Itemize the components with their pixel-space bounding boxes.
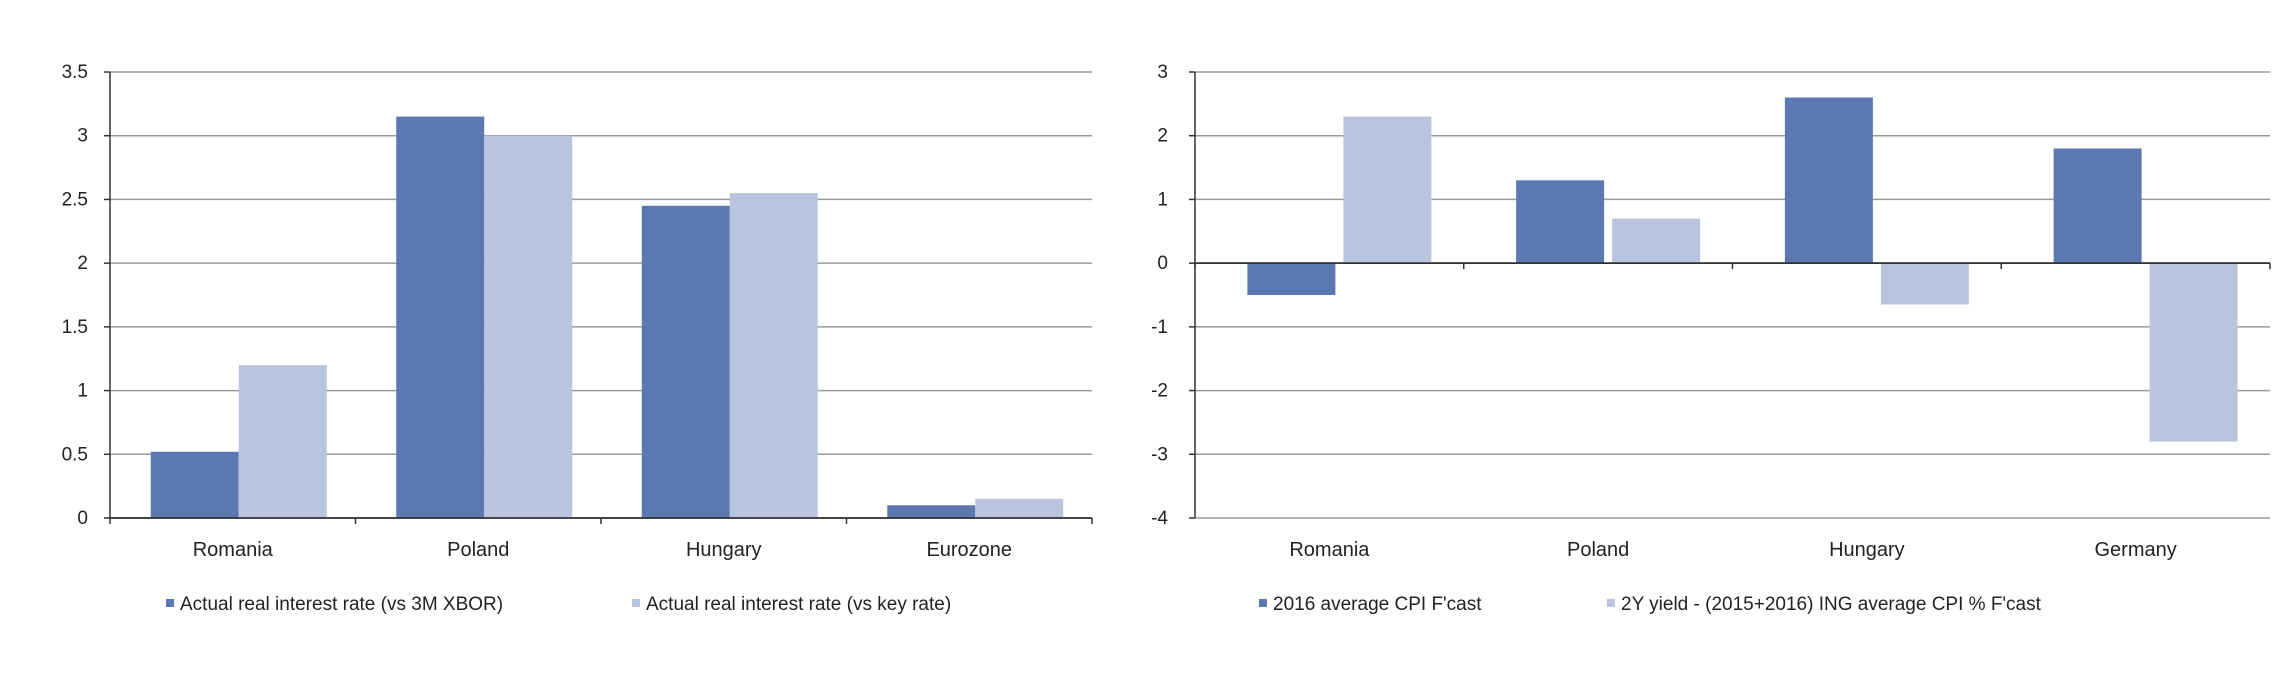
chart-2: -4 -3 -2 -1 0 1 2 3 Romania Poland Hungary Germany 2… [1151, 62, 2271, 615]
bar-hungary-series-1 [1784, 97, 1873, 264]
bar-romania-series-1 [1247, 263, 1336, 295]
category-label: Poland [447, 539, 509, 561]
y-tick-label: 3.5 [62, 62, 88, 83]
bar-eurozone-series-2 [975, 498, 1064, 518]
legend-label: Actual real interest rate (vs 3M XBOR) [180, 594, 503, 615]
bar-romania-series-2 [1343, 116, 1432, 264]
y-tick-label: 3 [77, 126, 88, 147]
legend-label: Actual real interest rate (vs key rate) [646, 594, 951, 615]
y-tick-label: -3 [1151, 444, 1168, 465]
bar-poland-series-1 [1516, 180, 1605, 264]
y-tick-label: 2 [77, 253, 88, 274]
chart-1: 0 0.5 1 1.5 2 2.5 3 3.5 Romania Poland Hungary Euro… [62, 62, 1093, 615]
y-tick-label: 0 [1157, 253, 1168, 274]
bar-hungary-series-1 [641, 205, 730, 519]
bar-poland-series-1 [396, 116, 485, 518]
bar-germany-series-1 [2053, 148, 2142, 264]
y-tick-label: 0.5 [62, 444, 88, 465]
legend-marker [166, 599, 174, 607]
bar-poland-series-2 [484, 135, 573, 518]
bar-hungary-series-2 [729, 193, 818, 519]
bar-eurozone-series-1 [887, 505, 976, 518]
legend-marker [632, 599, 640, 607]
y-tick-label: 1 [1157, 189, 1168, 210]
category-label: Hungary [1829, 539, 1905, 561]
category-label: Eurozone [926, 539, 1012, 561]
bar-germany-series-2 [2149, 263, 2238, 442]
legend-label: 2016 average CPI F'cast [1273, 594, 1482, 615]
y-tick-label: -1 [1151, 317, 1168, 338]
legend-label: 2Y yield - (2015+2016) ING average CPI %… [1621, 594, 2042, 615]
y-tick-label: 1.5 [62, 317, 88, 338]
bar-romania-series-2 [238, 365, 327, 518]
category-label: Hungary [686, 539, 762, 561]
y-tick-label: 3 [1157, 62, 1168, 83]
category-label: Romania [193, 539, 274, 561]
y-tick-label: -4 [1151, 508, 1168, 529]
y-tick-label: 0 [77, 508, 88, 529]
y-tick-label: -2 [1151, 381, 1168, 402]
legend-marker [1259, 599, 1267, 607]
category-label: Poland [1567, 539, 1629, 561]
category-label: Romania [1289, 539, 1370, 561]
bar-poland-series-2 [1612, 218, 1701, 264]
legend-marker [1607, 599, 1615, 607]
category-label: Germany [2095, 539, 2177, 561]
y-tick-label: 2 [1157, 126, 1168, 147]
y-tick-label: 1 [77, 381, 88, 402]
bar-hungary-series-2 [1880, 263, 1969, 305]
bar-romania-series-1 [150, 451, 239, 518]
y-tick-label: 2.5 [62, 189, 88, 210]
